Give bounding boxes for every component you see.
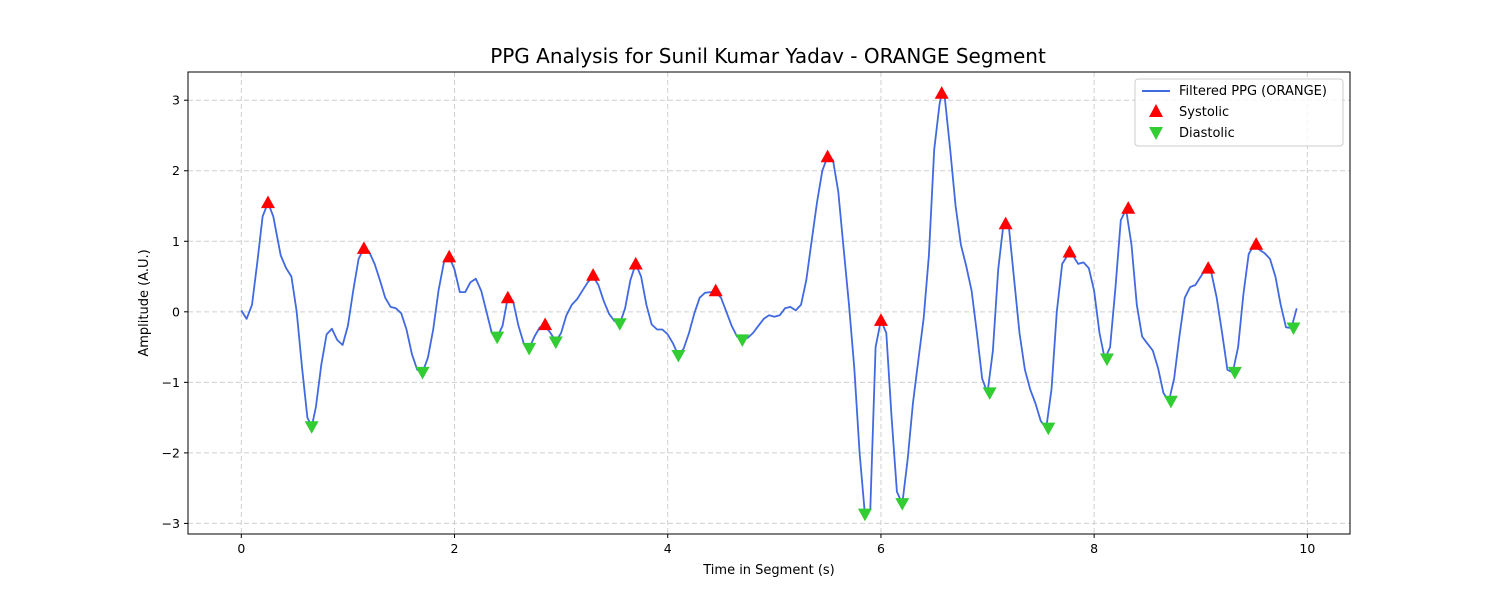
y-axis-label: Amplitude (A.U.) [137,249,152,356]
diastolic-marker [671,349,686,363]
diastolic-marker [1286,322,1301,336]
x-tick-label: 10 [1299,541,1315,556]
diastolic-marker [415,366,430,380]
systolic-marker [538,317,553,331]
diastolic-marker [735,334,750,348]
systolic-marker [500,290,515,304]
systolic-marker [820,149,835,163]
y-tick-label: 3 [172,93,180,108]
y-tick-label: −1 [162,375,180,390]
systolic-marker [1201,261,1216,274]
plot-frame [187,71,1351,535]
systolic-marker [934,86,949,99]
systolic-marker [260,195,275,209]
y-tick-label: 2 [172,163,180,178]
y-tick-label: −3 [162,516,180,531]
diastolic-marker [490,331,505,345]
systolic-marker [442,249,457,263]
y-tick-label: 1 [172,234,180,249]
diastolic-marker [895,498,910,511]
legend-label-filtered: Filtered PPG (ORANGE) [1179,84,1327,99]
x-axis: 0 2 4 6 8 10 [237,534,1315,556]
systolic-marker [998,216,1013,230]
x-tick-label: 6 [877,541,885,556]
diastolic-marker [1041,422,1056,436]
diastolic-marker [857,508,872,522]
systolic-marker [708,283,723,297]
systolic-marker [356,241,371,254]
x-tick-label: 2 [451,541,459,556]
legend-box [1134,78,1344,147]
x-axis-label: Time in Segment (s) [702,563,834,578]
x-tick-label: 0 [237,541,245,556]
systolic-marker [628,256,643,270]
chart-title: PPG Analysis for Sunil Kumar Yadav - ORA… [490,44,1046,68]
diastolic-marker [1227,366,1242,380]
diastolic-marker [1099,353,1114,367]
diastolic-marker [612,318,627,331]
x-tick-label: 8 [1090,541,1098,556]
legend-diastolic-marker [1149,127,1163,140]
diastolic-marker [548,336,563,350]
legend: Filtered PPG (ORANGE) Systolic Diastolic [1134,78,1344,147]
series-line-filtered-ppg [240,92,1298,516]
systolic-marker [586,268,601,281]
y-tick-label: 0 [172,304,180,319]
systolic-marker [1121,201,1136,214]
systolic-marker [1062,244,1077,258]
legend-systolic-marker [1149,104,1163,117]
legend-label-systolic: Systolic [1179,105,1229,120]
systolic-marker [873,313,888,326]
y-tick-label: −2 [162,445,180,460]
systolic-marker [1249,237,1264,250]
legend-label-diastolic: Diastolic [1179,126,1235,141]
diastolic-marker [522,342,537,356]
y-axis: −3 −2 −1 0 1 2 3 [162,93,188,531]
grid [188,72,1350,534]
plot-area [240,86,1301,522]
diastolic-marker [982,387,997,400]
diastolic-marker [1163,395,1178,409]
x-tick-label: 4 [664,541,672,556]
diastolic-marker [304,421,319,434]
